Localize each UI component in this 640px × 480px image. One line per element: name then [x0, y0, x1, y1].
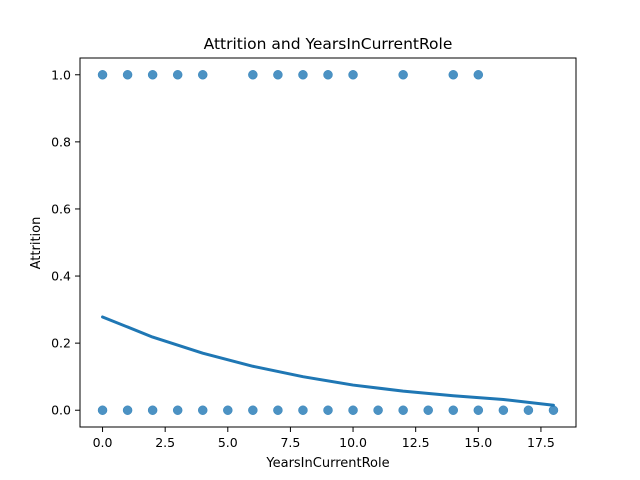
plot-area: [79, 57, 577, 428]
scatter-point: [548, 405, 559, 415]
chart-title: Attrition and YearsInCurrentRole: [204, 35, 453, 53]
y-tick-label: 1.0: [51, 67, 71, 82]
scatter-point: [373, 405, 383, 415]
x-tick-label: 2.5: [155, 435, 175, 450]
scatter-point: [248, 405, 258, 415]
y-tick-label: 0.0: [51, 403, 71, 418]
scatter-point: [122, 70, 133, 80]
scatter-point: [498, 405, 509, 415]
scatter-point: [348, 405, 358, 415]
data-marks: [97, 70, 559, 415]
scatter-point: [423, 405, 433, 415]
scatter-point: [273, 405, 283, 415]
y-axis-label: Attrition: [29, 217, 44, 270]
x-axis-label: YearsInCurrentRole: [265, 456, 389, 471]
scatter-point: [223, 405, 233, 415]
scatter-point: [473, 405, 484, 415]
scatter-point: [523, 405, 534, 415]
y-axis: 0.0 0.2 0.4 0.6 0.8 1.0: [51, 67, 80, 418]
scatter-point: [298, 405, 308, 415]
x-tick-label: 0.0: [93, 435, 113, 450]
y-tick-label: 0.8: [51, 134, 71, 149]
scatter-point: [172, 405, 183, 415]
y-tick-label: 0.6: [51, 201, 71, 216]
scatter-point: [97, 70, 108, 80]
x-tick-label: 12.5: [402, 435, 430, 450]
scatter-point: [147, 70, 158, 80]
scatter-point: [448, 70, 459, 80]
scatter-point: [248, 70, 258, 80]
scatter-point: [398, 70, 408, 80]
axes-frame: [79, 57, 577, 428]
x-tick-label: 7.5: [280, 435, 300, 450]
x-tick-label: 17.5: [527, 435, 555, 450]
scatter-point: [348, 70, 358, 80]
scatter-point: [172, 70, 183, 80]
x-tick-label: 15.0: [464, 435, 492, 450]
scatter-point: [323, 405, 333, 415]
scatter-point: [273, 70, 283, 80]
scatter-point: [122, 405, 133, 415]
scatter-point: [197, 405, 208, 415]
scatter-point: [147, 405, 158, 415]
scatter-point: [473, 70, 484, 80]
scatter-point: [323, 70, 333, 80]
scatter-point: [448, 405, 459, 415]
scatter-point: [298, 70, 308, 80]
x-tick-label: 10.0: [339, 435, 367, 450]
y-tick-label: 0.4: [51, 269, 71, 284]
x-tick-label: 5.0: [218, 435, 238, 450]
x-axis: 0.0 2.5 5.0 7.5 10.0 12.5 15.0 17.5: [93, 427, 555, 450]
scatter-point: [398, 405, 408, 415]
scatter-point: [197, 70, 208, 80]
y-tick-label: 0.2: [51, 336, 71, 351]
scatter-point: [97, 405, 108, 415]
regression-line: [101, 315, 555, 407]
